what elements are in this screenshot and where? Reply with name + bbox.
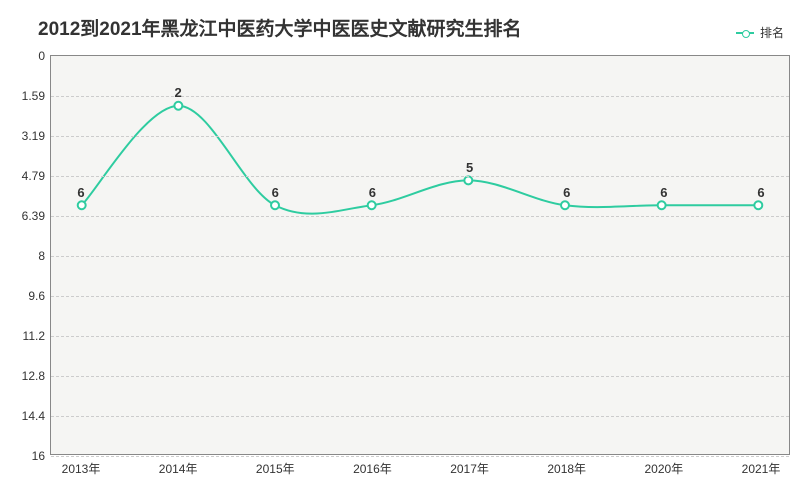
grid-line — [51, 456, 789, 457]
y-tick-label: 12.8 — [22, 369, 45, 383]
data-marker — [78, 201, 86, 209]
y-tick-label: 3.19 — [22, 129, 45, 143]
data-label: 6 — [757, 185, 764, 200]
chart-container: 2012到2021年黑龙江中医药大学中医医史文献研究生排名 排名 0 1.59 3.… — [0, 0, 800, 500]
grid-line — [51, 136, 789, 137]
legend: 排名 — [736, 24, 784, 41]
grid-line — [51, 96, 789, 97]
grid-line — [51, 416, 789, 417]
data-label: 6 — [660, 185, 667, 200]
grid-line — [51, 376, 789, 377]
legend-swatch — [736, 32, 754, 34]
y-tick-label: 6.39 — [22, 209, 45, 223]
data-marker — [174, 102, 182, 110]
y-tick-label: 14.4 — [22, 409, 45, 423]
data-label: 2 — [175, 85, 182, 100]
line-layer — [51, 56, 789, 454]
y-tick-label: 4.79 — [22, 169, 45, 183]
y-tick-label: 8 — [38, 249, 45, 263]
x-tick-label: 2017年 — [450, 460, 489, 477]
grid-line — [51, 296, 789, 297]
y-tick-label: 16 — [32, 449, 45, 463]
y-tick-label: 11.2 — [23, 329, 45, 343]
x-tick-label: 2013年 — [62, 460, 101, 477]
grid-line — [51, 176, 789, 177]
y-tick-label: 0 — [38, 49, 45, 63]
chart-title: 2012到2021年黑龙江中医药大学中医医史文献研究生排名 — [38, 14, 522, 41]
data-marker — [561, 201, 569, 209]
plot-area: 01.593.194.796.3989.611.212.814.4162013年… — [50, 55, 790, 455]
x-tick-label: 2021年 — [742, 460, 781, 477]
data-marker — [754, 201, 762, 209]
data-label: 6 — [272, 185, 279, 200]
x-tick-label: 2020年 — [644, 460, 683, 477]
grid-line — [51, 256, 789, 257]
data-marker — [464, 176, 472, 184]
y-tick-label: 9.6 — [28, 289, 45, 303]
data-marker — [368, 201, 376, 209]
y-tick-label: 1.59 — [22, 89, 45, 103]
x-tick-label: 2014年 — [159, 460, 198, 477]
series-line — [82, 106, 759, 214]
legend-label: 排名 — [760, 24, 784, 41]
grid-line — [51, 336, 789, 337]
x-tick-label: 2018年 — [547, 460, 586, 477]
data-label: 6 — [77, 185, 84, 200]
data-marker — [271, 201, 279, 209]
data-label: 6 — [369, 185, 376, 200]
grid-line — [51, 216, 789, 217]
data-label: 5 — [466, 160, 473, 175]
x-tick-label: 2015年 — [256, 460, 295, 477]
data-marker — [658, 201, 666, 209]
x-tick-label: 2016年 — [353, 460, 392, 477]
data-label: 6 — [563, 185, 570, 200]
